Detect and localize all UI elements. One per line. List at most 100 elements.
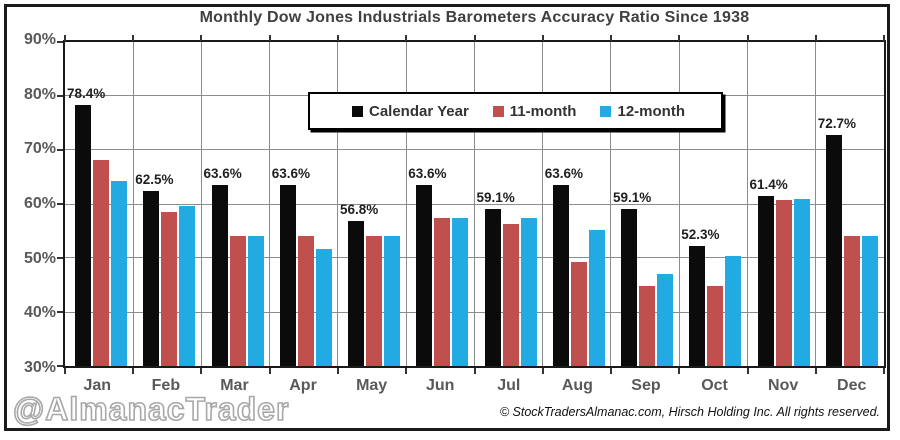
bar-12-month bbox=[861, 236, 878, 366]
x-axis-tick bbox=[64, 35, 66, 41]
bar-calendar-year bbox=[621, 208, 638, 366]
y-axis: 90% 80% 70% 60% 50% 40% 30% bbox=[6, 31, 56, 376]
bar-12-month bbox=[725, 255, 742, 366]
chart-title: Monthly Dow Jones Industrials Barometers… bbox=[199, 9, 750, 26]
x-axis-tick bbox=[336, 368, 339, 374]
x-tick-label-apr: Apr bbox=[289, 377, 317, 394]
x-axis-tick bbox=[678, 35, 681, 41]
bar-value-label: 78.4% bbox=[67, 85, 106, 101]
legend: Calendar Year 11-month 12-month bbox=[308, 92, 723, 130]
y-axis-tick bbox=[57, 256, 63, 259]
x-axis-tick bbox=[268, 35, 271, 41]
bar-12-month bbox=[247, 236, 264, 366]
gridline-vertical bbox=[337, 42, 339, 366]
x-tick-label-nov: Nov bbox=[768, 377, 799, 394]
eleven-month-swatch-icon bbox=[492, 105, 504, 117]
bar-group-may bbox=[338, 42, 406, 366]
y-axis-tick bbox=[57, 94, 63, 97]
bar-12-month bbox=[384, 236, 401, 366]
legend-item-12-month: 12-month bbox=[600, 103, 685, 120]
x-axis-tick bbox=[541, 368, 544, 374]
bar-12-month bbox=[315, 248, 332, 366]
bar-12-month bbox=[793, 199, 810, 366]
twelve-month-swatch-icon bbox=[600, 105, 612, 117]
gridline-vertical bbox=[200, 42, 202, 366]
bar-12-month bbox=[657, 274, 674, 366]
copyright-notice: © StockTradersAlmanac.com, Hirsch Holdin… bbox=[499, 405, 880, 419]
bar-12-month bbox=[452, 217, 469, 366]
x-axis-tick bbox=[64, 368, 66, 374]
bar-calendar-year bbox=[279, 184, 296, 366]
x-axis-tick bbox=[405, 368, 408, 374]
x-axis-tick bbox=[814, 368, 817, 374]
x-axis-tick bbox=[814, 35, 817, 41]
bar-group-dec bbox=[816, 42, 884, 366]
x-axis-tick bbox=[200, 368, 203, 374]
y-tick-label: 90% bbox=[23, 31, 56, 48]
bar-calendar-year bbox=[348, 221, 365, 366]
bar-calendar-year bbox=[211, 184, 228, 366]
bar-calendar-year bbox=[825, 135, 842, 366]
bar-group-mar bbox=[201, 42, 269, 366]
bar-calendar-year bbox=[757, 196, 774, 366]
bar-value-label: 61.4% bbox=[749, 177, 788, 193]
bar-calendar-year bbox=[75, 104, 92, 366]
bar-value-label: 63.6% bbox=[544, 165, 584, 181]
y-axis-tick bbox=[57, 311, 63, 313]
bar-12-month bbox=[588, 229, 605, 366]
plot-area: Calendar Year 11-month 12-month 78.4% 62.… bbox=[57, 35, 886, 374]
bar-value-label: 63.6% bbox=[203, 165, 242, 181]
gridline-vertical bbox=[542, 42, 544, 366]
bar-11-month bbox=[570, 261, 587, 366]
x-axis: Jan Feb Mar Apr May Jun Jul Aug Sep Oct Nov Dec bbox=[63, 377, 886, 399]
x-axis-tick bbox=[541, 35, 544, 41]
bar-group-jun bbox=[406, 42, 474, 366]
x-axis-tick bbox=[268, 368, 271, 374]
legend-label-calendar-year: Calendar Year bbox=[369, 102, 469, 120]
bar-12-month bbox=[111, 181, 128, 366]
bar-calendar-year bbox=[416, 184, 433, 366]
x-axis-tick bbox=[405, 35, 408, 41]
x-axis-tick bbox=[609, 368, 612, 374]
x-tick-label-sep: Sep bbox=[631, 377, 661, 394]
bar-group-feb bbox=[133, 42, 201, 366]
bar-11-month bbox=[843, 236, 860, 366]
x-tick-label-jul: Jul bbox=[497, 377, 521, 394]
gridline-vertical bbox=[269, 42, 271, 366]
x-tick-label-jan: Jan bbox=[83, 377, 112, 394]
x-tick-label-mar: Mar bbox=[220, 377, 249, 394]
x-axis-tick bbox=[132, 35, 135, 41]
legend-label-11-month: 11-month bbox=[509, 102, 577, 120]
y-tick-label: 40% bbox=[23, 304, 56, 322]
bar-11-month bbox=[229, 236, 246, 366]
bar-group-aug bbox=[543, 42, 611, 366]
watermark: @AlmanacTrader bbox=[12, 390, 290, 428]
x-axis-tick bbox=[746, 368, 749, 374]
legend-label-12-month: 12-month bbox=[617, 102, 685, 120]
x-tick-label-feb: Feb bbox=[151, 377, 181, 394]
x-axis-tick bbox=[883, 368, 885, 374]
y-tick-label: 80% bbox=[23, 85, 56, 103]
bar-value-label: 59.1% bbox=[476, 189, 515, 205]
bar-calendar-year bbox=[689, 245, 706, 366]
bar-11-month bbox=[297, 236, 314, 366]
bar-11-month bbox=[775, 200, 792, 366]
gridline-vertical bbox=[747, 42, 748, 366]
x-axis-tick bbox=[336, 35, 339, 41]
bar-11-month bbox=[93, 159, 110, 366]
calendar-year-swatch-icon bbox=[352, 105, 363, 117]
x-axis-tick bbox=[473, 368, 476, 374]
bar-group-nov bbox=[748, 42, 816, 366]
gridline-vertical bbox=[132, 42, 134, 366]
y-axis-tick bbox=[57, 365, 63, 367]
y-tick-label: 60% bbox=[23, 195, 56, 212]
bar-group-jan bbox=[65, 42, 133, 366]
x-axis-tick bbox=[678, 368, 681, 374]
bar-12-month bbox=[520, 218, 537, 366]
gridline-vertical bbox=[474, 42, 475, 366]
bar-value-label: 63.6% bbox=[408, 165, 447, 181]
gridline-vertical bbox=[610, 42, 612, 366]
bar-12-month bbox=[179, 205, 196, 366]
y-tick-label: 30% bbox=[23, 359, 56, 376]
bar-11-month bbox=[161, 212, 178, 366]
